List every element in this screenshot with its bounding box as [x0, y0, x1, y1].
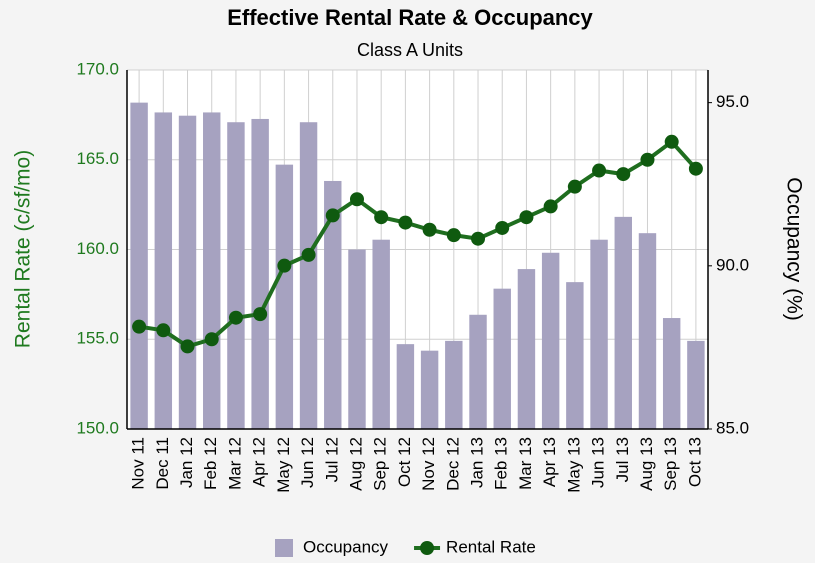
legend-label: Occupancy — [303, 537, 389, 556]
x-tick-label: Aug 13 — [637, 437, 656, 491]
x-tick-label: Apr 12 — [250, 437, 269, 487]
marker — [253, 307, 268, 322]
bar — [324, 180, 342, 429]
marker — [374, 210, 389, 225]
x-tick-label: Aug 12 — [346, 437, 365, 491]
marker — [592, 163, 607, 178]
marker — [640, 152, 655, 167]
marker — [204, 332, 219, 347]
marker — [422, 222, 437, 237]
bar — [154, 112, 173, 429]
x-tick-label: Feb 12 — [201, 437, 220, 490]
x-tick-label: Jun 12 — [298, 437, 317, 488]
bar — [130, 102, 148, 430]
x-tick-label: May 12 — [274, 437, 293, 493]
chart-subtitle: Class A Units — [357, 40, 463, 60]
x-tick-label: Jul 12 — [322, 437, 341, 482]
y2-tick-label: 90.0 — [716, 255, 749, 274]
y-tick-label: 165.0 — [76, 149, 119, 168]
x-tick-label: Jun 13 — [589, 437, 608, 488]
x-tick-label: Apr 13 — [540, 437, 559, 487]
bar — [299, 122, 318, 429]
marker — [519, 210, 534, 225]
marker — [349, 192, 364, 207]
chart-title: Effective Rental Rate & Occupancy — [227, 5, 593, 30]
bar — [227, 122, 245, 429]
bar — [372, 239, 390, 429]
x-tick-label: Mar 12 — [225, 437, 244, 490]
bar — [348, 249, 366, 429]
marker — [277, 258, 292, 273]
x-tick-label: Dec 11 — [153, 437, 172, 490]
x-tick-label: Mar 13 — [516, 437, 535, 490]
x-tick-label: Jan 12 — [177, 437, 196, 488]
bar — [687, 340, 705, 429]
marker — [132, 319, 147, 334]
x-tick-label: May 13 — [564, 437, 583, 493]
bar — [638, 233, 657, 429]
marker — [471, 231, 486, 246]
x-tick-label: Sep 12 — [371, 437, 390, 491]
bar — [420, 350, 439, 429]
bar — [178, 115, 197, 429]
marker — [156, 323, 171, 338]
y2-tick-label: 95.0 — [716, 92, 749, 111]
x-tick-label: Oct 12 — [395, 437, 414, 487]
x-tick-label: Sep 13 — [661, 437, 680, 491]
marker — [301, 247, 316, 262]
bar — [517, 269, 536, 429]
bar — [493, 288, 511, 429]
marker — [664, 134, 679, 149]
legend-label: Rental Rate — [446, 537, 536, 556]
marker — [398, 215, 413, 230]
x-tick-label: Nov 12 — [419, 437, 438, 491]
y-tick-label: 160.0 — [76, 239, 119, 258]
bar — [614, 216, 632, 429]
y2-axis-label: Occupancy (%) — [782, 177, 805, 321]
y-tick-label: 170.0 — [76, 59, 119, 78]
legend-swatch — [275, 539, 293, 557]
bar — [251, 118, 269, 430]
marker — [446, 228, 461, 243]
bar — [541, 252, 560, 429]
marker — [688, 161, 703, 176]
bar — [590, 239, 608, 429]
x-tick-label: Feb 13 — [492, 437, 511, 490]
bar — [275, 164, 294, 430]
marker — [325, 208, 340, 223]
bar — [566, 282, 584, 429]
bar — [396, 344, 415, 429]
marker — [567, 179, 582, 194]
x-tick-label: Nov 11 — [129, 437, 148, 490]
legend-swatch — [420, 541, 435, 555]
marker — [616, 167, 631, 182]
bar — [445, 340, 463, 429]
marker — [495, 220, 510, 235]
marker — [228, 310, 243, 325]
bar — [203, 112, 221, 429]
x-tick-label: Oct 13 — [685, 437, 704, 487]
marker — [543, 199, 558, 214]
x-tick-label: Jan 13 — [468, 437, 487, 488]
bar — [469, 314, 487, 429]
y-axis-label: Rental Rate (c/sf/mo) — [12, 150, 35, 348]
x-tick-label: Dec 12 — [443, 437, 462, 491]
x-tick-label: Jul 13 — [613, 437, 632, 482]
marker — [180, 339, 195, 354]
bar — [662, 318, 681, 429]
y2-tick-label: 85.0 — [716, 418, 749, 437]
y-tick-label: 150.0 — [76, 418, 119, 437]
y-tick-label: 155.0 — [76, 329, 119, 348]
